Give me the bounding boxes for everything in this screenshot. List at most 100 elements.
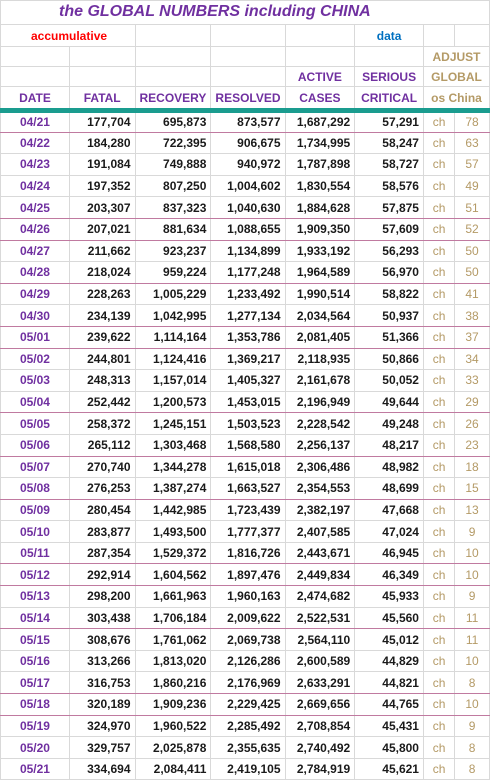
serious-critical-cell[interactable]: 44,765 bbox=[354, 693, 424, 716]
date-cell[interactable]: 05/18 bbox=[0, 693, 70, 716]
date-cell[interactable]: 05/01 bbox=[0, 325, 70, 349]
adjust-value-cell[interactable]: 11 bbox=[454, 628, 490, 651]
serious-critical-cell[interactable]: 44,821 bbox=[354, 671, 424, 695]
date-cell[interactable]: 04/23 bbox=[0, 153, 70, 176]
ch-marker-cell[interactable]: ch bbox=[422, 563, 456, 587]
recovery-cell[interactable]: 1,604,562 bbox=[134, 563, 212, 587]
resolved-cell[interactable]: 1,615,018 bbox=[210, 455, 286, 479]
serious-critical-cell[interactable]: 46,945 bbox=[354, 541, 424, 565]
resolved-cell[interactable]: 2,176,969 bbox=[210, 671, 286, 695]
recovery-cell[interactable]: 1,303,468 bbox=[134, 433, 212, 457]
date-cell[interactable]: 05/19 bbox=[0, 714, 70, 738]
ch-marker-cell[interactable]: ch bbox=[422, 714, 456, 738]
serious-critical-cell[interactable]: 46,349 bbox=[354, 563, 424, 587]
ch-marker-cell[interactable]: ch bbox=[422, 261, 456, 284]
fatal-cell[interactable]: 239,622 bbox=[68, 325, 136, 349]
active-cases-cell[interactable]: 2,354,553 bbox=[284, 477, 356, 500]
ch-marker-cell[interactable]: ch bbox=[422, 390, 456, 414]
ch-marker-cell[interactable]: ch bbox=[422, 174, 456, 198]
recovery-cell[interactable]: 1,387,274 bbox=[134, 477, 212, 500]
adjust-value-cell[interactable]: 63 bbox=[454, 131, 490, 155]
ch-marker-cell[interactable]: ch bbox=[422, 412, 456, 435]
date-cell[interactable]: 04/21 bbox=[0, 110, 70, 133]
ch-marker-cell[interactable]: ch bbox=[422, 693, 456, 716]
fatal-cell[interactable]: 207,021 bbox=[68, 217, 136, 241]
resolved-cell[interactable]: 1,960,163 bbox=[210, 585, 286, 608]
ch-marker-cell[interactable]: ch bbox=[422, 325, 456, 349]
serious-critical-cell[interactable]: 50,866 bbox=[354, 347, 424, 371]
adjust-value-cell[interactable]: 26 bbox=[454, 412, 490, 435]
active-cases-cell[interactable]: 2,633,291 bbox=[284, 671, 356, 695]
adjust-value-cell[interactable]: 8 bbox=[454, 671, 490, 695]
recovery-cell[interactable]: 1,200,573 bbox=[134, 390, 212, 414]
date-cell[interactable]: 04/25 bbox=[0, 196, 70, 219]
fatal-cell[interactable]: 177,704 bbox=[68, 110, 136, 133]
ch-marker-cell[interactable]: ch bbox=[422, 606, 456, 630]
resolved-cell[interactable]: 2,229,425 bbox=[210, 693, 286, 716]
ch-marker-cell[interactable]: ch bbox=[422, 110, 456, 133]
adjust-value-cell[interactable]: 18 bbox=[454, 455, 490, 479]
title-cell[interactable]: the GLOBAL NUMBERS including CHINA bbox=[0, 0, 490, 25]
adjust-value-cell[interactable]: 41 bbox=[454, 282, 490, 306]
adjust-value-cell[interactable]: 10 bbox=[454, 693, 490, 716]
serious-critical-cell[interactable]: 49,644 bbox=[354, 390, 424, 414]
date-cell[interactable]: 05/21 bbox=[0, 757, 70, 780]
date-cell[interactable]: 05/13 bbox=[0, 585, 70, 608]
resolved-cell[interactable]: 1,177,248 bbox=[210, 261, 286, 284]
recovery-cell[interactable]: 1,706,184 bbox=[134, 606, 212, 630]
recovery-cell[interactable]: 1,114,164 bbox=[134, 325, 212, 349]
date-cell[interactable]: 05/20 bbox=[0, 736, 70, 759]
serious-critical-cell[interactable]: 44,829 bbox=[354, 649, 424, 673]
active-cases-cell[interactable]: 2,522,531 bbox=[284, 606, 356, 630]
fatal-cell[interactable]: 308,676 bbox=[68, 628, 136, 651]
recovery-cell[interactable]: 1,529,372 bbox=[134, 541, 212, 565]
resolved-cell[interactable]: 1,503,523 bbox=[210, 412, 286, 435]
fatal-cell[interactable]: 252,442 bbox=[68, 390, 136, 414]
adjust-value-cell[interactable]: 57 bbox=[454, 153, 490, 176]
active-cases-cell[interactable]: 2,474,682 bbox=[284, 585, 356, 608]
fatal-cell[interactable]: 248,313 bbox=[68, 369, 136, 392]
active-cases-cell[interactable]: 2,382,197 bbox=[284, 498, 356, 522]
serious-critical-cell[interactable]: 47,024 bbox=[354, 520, 424, 543]
active-cases-cell[interactable]: 1,884,628 bbox=[284, 196, 356, 219]
adjust-value-cell[interactable]: 10 bbox=[454, 563, 490, 587]
date-cell[interactable]: 04/27 bbox=[0, 239, 70, 263]
fatal-cell[interactable]: 228,263 bbox=[68, 282, 136, 306]
fatal-cell[interactable]: 258,372 bbox=[68, 412, 136, 435]
date-cell[interactable]: 04/28 bbox=[0, 261, 70, 284]
recovery-cell[interactable]: 837,323 bbox=[134, 196, 212, 219]
resolved-cell[interactable]: 2,355,635 bbox=[210, 736, 286, 759]
active-cases-cell[interactable]: 2,564,110 bbox=[284, 628, 356, 651]
fatal-cell[interactable]: 283,877 bbox=[68, 520, 136, 543]
date-cell[interactable]: 04/29 bbox=[0, 282, 70, 306]
recovery-cell[interactable]: 1,124,416 bbox=[134, 347, 212, 371]
ch-marker-cell[interactable]: ch bbox=[422, 520, 456, 543]
adjust-value-cell[interactable]: 9 bbox=[454, 714, 490, 738]
fatal-cell[interactable]: 316,753 bbox=[68, 671, 136, 695]
date-cell[interactable]: 05/08 bbox=[0, 477, 70, 500]
date-cell[interactable]: 05/16 bbox=[0, 649, 70, 673]
date-cell[interactable]: 04/26 bbox=[0, 217, 70, 241]
active-cases-cell[interactable]: 2,306,486 bbox=[284, 455, 356, 479]
ch-marker-cell[interactable]: ch bbox=[422, 131, 456, 155]
serious-critical-cell[interactable]: 45,560 bbox=[354, 606, 424, 630]
adjust-value-cell[interactable]: 29 bbox=[454, 390, 490, 414]
ch-marker-cell[interactable]: ch bbox=[422, 477, 456, 500]
date-cell[interactable]: 05/15 bbox=[0, 628, 70, 651]
active-cases-cell[interactable]: 1,734,995 bbox=[284, 131, 356, 155]
active-cases-cell[interactable]: 1,830,554 bbox=[284, 174, 356, 198]
ch-marker-cell[interactable]: ch bbox=[422, 369, 456, 392]
date-cell[interactable]: 04/22 bbox=[0, 131, 70, 155]
active-cases-cell[interactable]: 2,740,492 bbox=[284, 736, 356, 759]
resolved-cell[interactable]: 906,675 bbox=[210, 131, 286, 155]
date-cell[interactable]: 05/07 bbox=[0, 455, 70, 479]
recovery-cell[interactable]: 695,873 bbox=[134, 110, 212, 133]
fatal-cell[interactable]: 303,438 bbox=[68, 606, 136, 630]
date-cell[interactable]: 05/14 bbox=[0, 606, 70, 630]
resolved-cell[interactable]: 1,040,630 bbox=[210, 196, 286, 219]
active-cases-cell[interactable]: 1,687,292 bbox=[284, 110, 356, 133]
adjust-value-cell[interactable]: 8 bbox=[454, 736, 490, 759]
recovery-cell[interactable]: 1,042,995 bbox=[134, 304, 212, 327]
recovery-cell[interactable]: 2,025,878 bbox=[134, 736, 212, 759]
date-cell[interactable]: 05/17 bbox=[0, 671, 70, 695]
